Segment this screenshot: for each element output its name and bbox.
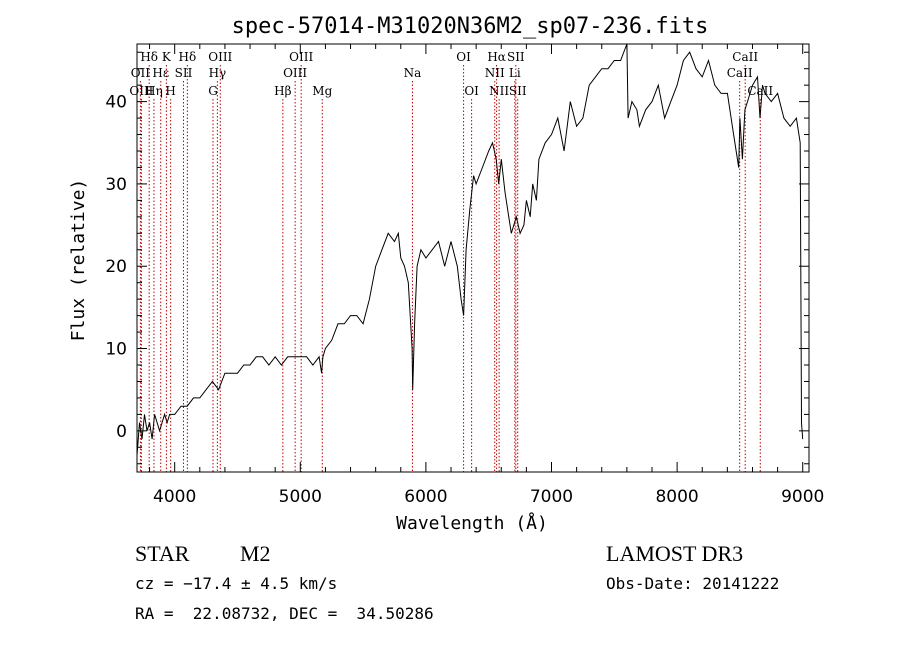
x-tick-label: 9000 [781, 487, 824, 507]
line-label: Li [509, 66, 521, 80]
y-tick-label: 20 [105, 257, 127, 277]
line-label: Hδ [179, 50, 197, 64]
object-subclass: M2 [240, 541, 271, 566]
x-tick-label: 8000 [655, 487, 698, 507]
line-label: SII [175, 66, 193, 80]
line-label: SII [507, 50, 525, 64]
line-label: CaII [747, 84, 773, 98]
line-label: NII [489, 84, 509, 98]
spectrum-line [136, 43, 804, 456]
line-label: OIII [283, 66, 307, 80]
line-label: K [162, 50, 172, 64]
survey-name: LAMOST DR3 [606, 541, 744, 566]
y-tick-label: 40 [105, 93, 127, 113]
x-tick-label: 6000 [404, 487, 447, 507]
y-axis-label: Flux (relative) [68, 179, 89, 342]
line-label: Hδ [140, 50, 158, 64]
line-label: OI [464, 84, 479, 98]
y-tick-label: 30 [105, 175, 127, 195]
line-label: OII [131, 66, 151, 80]
plot-frame [136, 43, 810, 473]
redshift-velocity: cz = −17.4 ± 4.5 km/s [135, 574, 338, 593]
y-axis: 0 10 20 30 40 [105, 51, 809, 465]
chart-title: spec-57014-M31020N36M2_sp07-236.fits [232, 14, 709, 39]
line-label: NII [485, 66, 505, 80]
line-label: Hη [145, 84, 163, 98]
line-label: OIII [129, 84, 153, 98]
line-label: CaII [727, 66, 753, 80]
y-tick-label: 10 [105, 340, 127, 360]
x-tick-label: 4000 [153, 487, 196, 507]
line-label: OI [456, 50, 471, 64]
emission-line-markers [139, 65, 761, 472]
observation-date: Obs-Date: 20141222 [606, 574, 780, 593]
y-tick-label: 0 [116, 422, 127, 442]
line-label: CaII [732, 50, 758, 64]
x-tick-label: 5000 [279, 487, 322, 507]
line-label: Na [404, 66, 422, 80]
x-axis: 4000 5000 6000 7000 8000 9000 [149, 44, 824, 507]
line-label: Hγ [209, 66, 227, 80]
line-label: OIII [208, 50, 232, 64]
line-label: Hε [152, 66, 169, 80]
line-label: H [165, 84, 175, 98]
x-tick-label: 7000 [530, 487, 573, 507]
coordinates: RA = 22.08732, DEC = 34.50286 [135, 604, 434, 623]
line-label: SII [509, 84, 527, 98]
line-label: G [208, 84, 218, 98]
x-axis-label: Wavelength (Å) [396, 512, 548, 534]
line-label: Hα [487, 50, 506, 64]
line-label: Hβ [274, 84, 291, 98]
line-label: OIII [289, 50, 313, 64]
object-type: STAR [135, 541, 190, 566]
line-label: Mg [312, 84, 332, 98]
